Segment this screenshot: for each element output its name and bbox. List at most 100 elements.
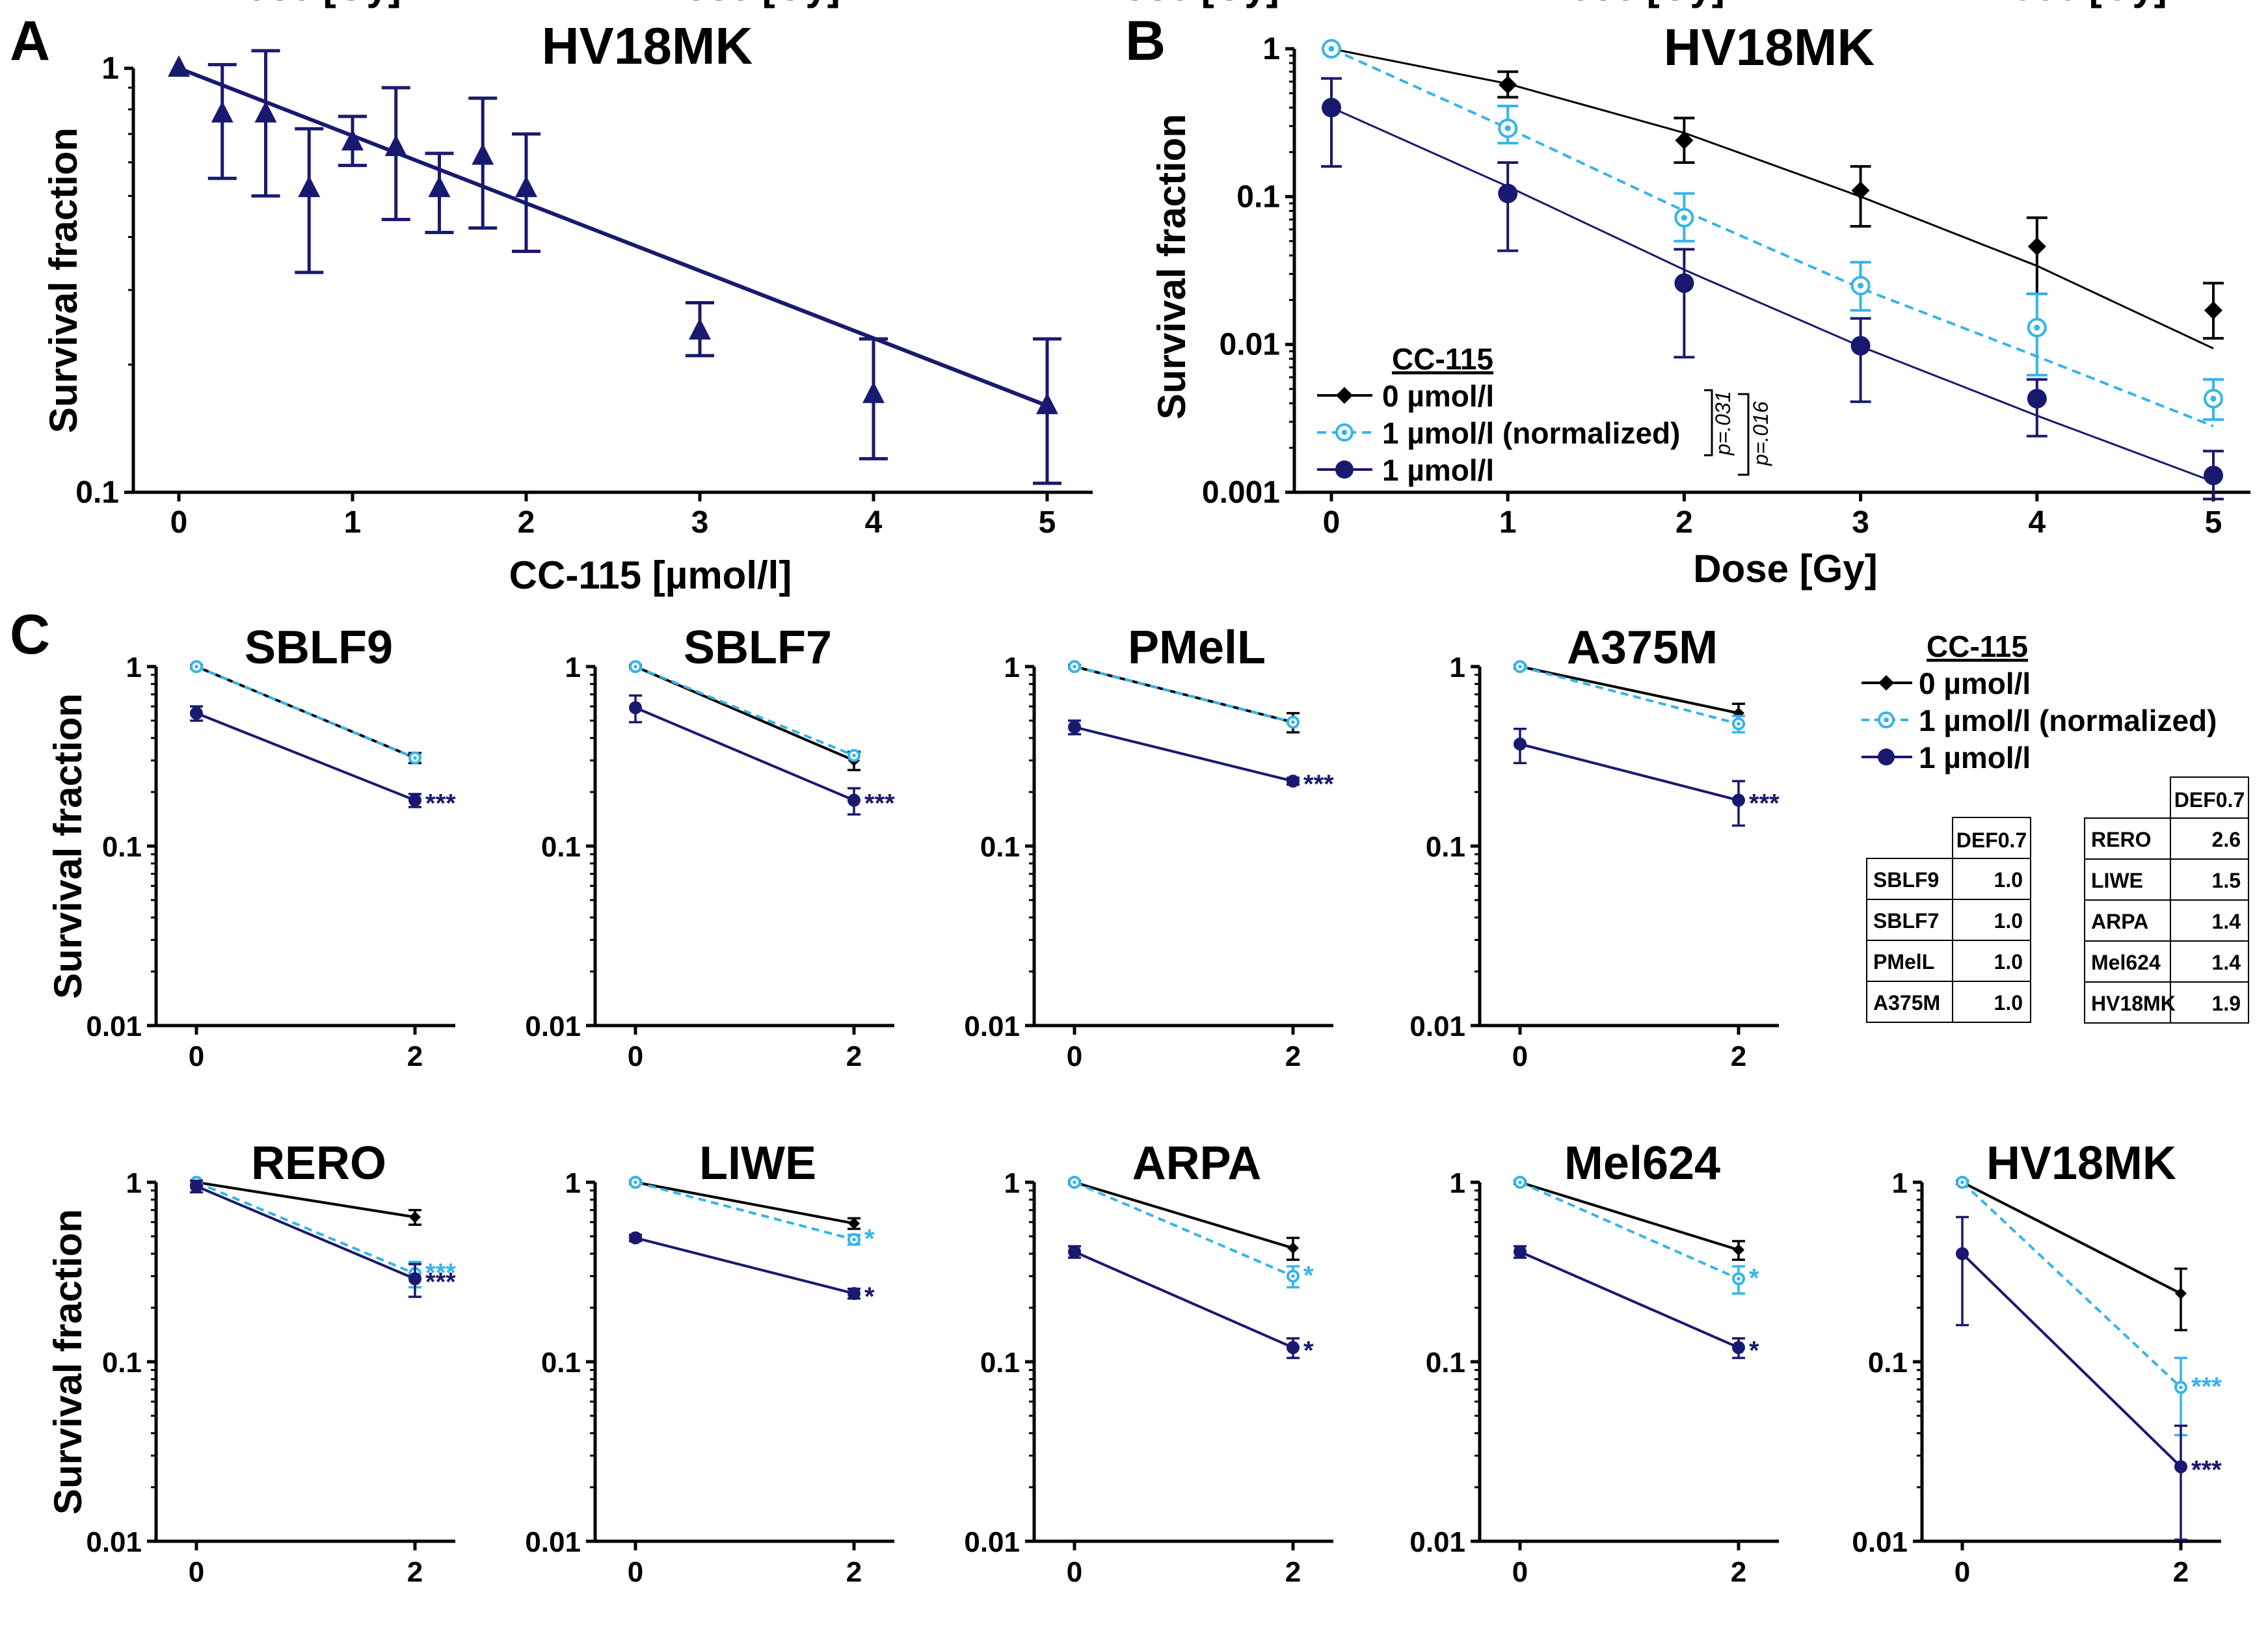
data-point [689, 318, 711, 340]
subplot-xlabel: Dose [Gy] [656, 0, 840, 8]
data-point [1675, 131, 1694, 150]
subplot-sblf7: 0.01 0.1 1 0 2 SBLF7 Dose [Gy] *** [525, 0, 895, 1072]
subplot-title: A375M [1567, 622, 1718, 674]
def-cell-value: 1.4 [2212, 951, 2241, 974]
y-tick-label: 1 [565, 1167, 581, 1199]
significance-drug: *** [864, 789, 895, 818]
x-tick-label: 5 [2205, 505, 2222, 540]
def-cell-value: 1.0 [1994, 991, 2023, 1014]
y-tick-label: 0.01 [1220, 328, 1280, 362]
data-point [848, 1217, 860, 1230]
data-point-center [1960, 1180, 1964, 1184]
data-point [472, 143, 494, 165]
data-point-center [1504, 125, 1511, 131]
chart-a-ylabel: Survival fraction [42, 127, 85, 433]
x-tick-label: 2 [407, 1556, 423, 1588]
series-line-2 [1074, 726, 1294, 783]
series-line-2 [1961, 1253, 2182, 1468]
series-line-2 [196, 711, 416, 802]
panel-c-charts: 0.01 0.1 1 0 2 SBLF9 Dose [Gy] Survival fractio… [46, 0, 2222, 1588]
fit-line [178, 66, 1048, 408]
y-tick-label: 0.1 [1236, 179, 1280, 214]
subplot-xlabel: Dose [Gy] [217, 0, 401, 8]
data-point-center [1737, 722, 1741, 726]
series-line-0 [1519, 1181, 1739, 1251]
def-cell [1952, 981, 2031, 1023]
x-tick-label: 2 [2173, 1556, 2189, 1588]
pvalue-1: p=.031 [1711, 391, 1735, 456]
def-cell [1866, 899, 1953, 941]
legend-c-item-1: 1 µmol/l (normalized) [1919, 704, 2217, 737]
legend-c-item-0: 0 µmol/l [1919, 667, 2031, 700]
significance-drug: *** [2191, 1455, 2222, 1484]
subplot-sblf9: 0.01 0.1 1 0 2 SBLF9 Dose [Gy] Survival fractio… [46, 0, 456, 1072]
data-point [211, 101, 233, 123]
significance-normalized: * [1749, 1264, 1759, 1292]
subplot-title: HV18MK [1986, 1137, 2176, 1189]
def-cell-value: 2.6 [2212, 828, 2241, 851]
data-point [1287, 1341, 1300, 1355]
subplot-xlabel: Dose [Gy] [1095, 0, 1279, 8]
y-tick-label: 1 [126, 1167, 142, 1199]
def-cell-value: 1.0 [1994, 909, 2023, 933]
series-line-2 [635, 706, 855, 802]
data-point-center [1681, 215, 1687, 221]
y-tick-label: 1 [101, 51, 119, 86]
fit-curve-series-1 [1331, 47, 2214, 428]
x-tick-label: 0 [1512, 1041, 1528, 1072]
data-point [1850, 336, 1871, 356]
panel-c-legend: CC-115 0 µmol/l 1 µmol/l (normalized) 1 … [1861, 630, 2217, 775]
data-point-center [1518, 665, 1522, 669]
data-point [341, 129, 364, 151]
def-cell-line: SBLF9 [1873, 868, 1939, 892]
significance-drug: *** [425, 1267, 456, 1296]
series-line-1 [635, 1181, 855, 1241]
subplot-title: ARPA [1132, 1137, 1262, 1189]
data-point [408, 793, 421, 807]
x-tick-label: 0 [1954, 1556, 1970, 1588]
def-cell [2084, 981, 2171, 1024]
def-table-0: DEF0.7 SBLF9 1.0 SBLF7 1.0 PMelL 1.0 A375M 1.0 [1866, 817, 2031, 1023]
y-tick-label: 0.1 [1426, 831, 1465, 863]
def-cell [2170, 858, 2249, 901]
data-point [1514, 737, 1527, 751]
significance-drug: *** [1303, 770, 1334, 799]
data-point [847, 1287, 861, 1301]
x-tick-label: 2 [1285, 1041, 1301, 1072]
subplot-title: SBLF9 [245, 622, 393, 674]
def-cell-line: A375M [1873, 991, 1940, 1014]
def-cell [2170, 899, 2249, 942]
panel-b-legend: CC-115 0 µmol/l 1 µmol/l (normalized) 1 … [1317, 342, 1772, 487]
subplot-hv18mk: 0.01 0.1 1 0 2 HV18MK Dose [Gy] *** *** [1852, 0, 2222, 1588]
y-tick-label: 1 [565, 652, 581, 683]
data-point-center [1328, 46, 1335, 52]
panel-label-c: C [10, 603, 50, 666]
series-line-1 [1519, 665, 1739, 725]
data-point [1322, 98, 1341, 118]
data-point [847, 793, 861, 807]
subplot-xlabel: Dose [Gy] [1540, 0, 1724, 8]
y-tick-label: 0.01 [86, 1011, 142, 1042]
data-point [1733, 1243, 1744, 1256]
x-tick-label: 0 [189, 1041, 204, 1072]
def-cell-value: 1.5 [2212, 869, 2241, 892]
x-tick-label: 3 [1852, 505, 1869, 540]
data-point [1068, 721, 1081, 734]
x-tick-label: 2 [518, 505, 535, 540]
data-point-center [413, 756, 417, 760]
def-cell [1952, 858, 2031, 900]
panel-b-chart: 0.001 0.01 0.1 1 0 1 2 3 4 5 HV18MK Dose [Gy] Surviv… [1150, 18, 2250, 590]
y-tick-label: 1 [126, 652, 142, 683]
y-tick-label: 0.01 [525, 1011, 581, 1042]
data-point [408, 1272, 421, 1286]
y-tick-label: 1 [1262, 32, 1280, 66]
fit-curve-series-0 [1331, 47, 2214, 350]
subplot-title: PMelL [1128, 622, 1266, 674]
data-point [1674, 273, 1694, 293]
data-point [254, 101, 277, 123]
subplot-a375m: 0.01 0.1 1 0 2 A375M Dose [Gy] *** [1409, 0, 1780, 1072]
subplot-mel624: 0.01 0.1 1 0 2 Mel624 Dose [Gy] * * [1409, 0, 1779, 1588]
def-cell-line: LIWE [2091, 869, 2143, 892]
data-point [1336, 387, 1353, 404]
